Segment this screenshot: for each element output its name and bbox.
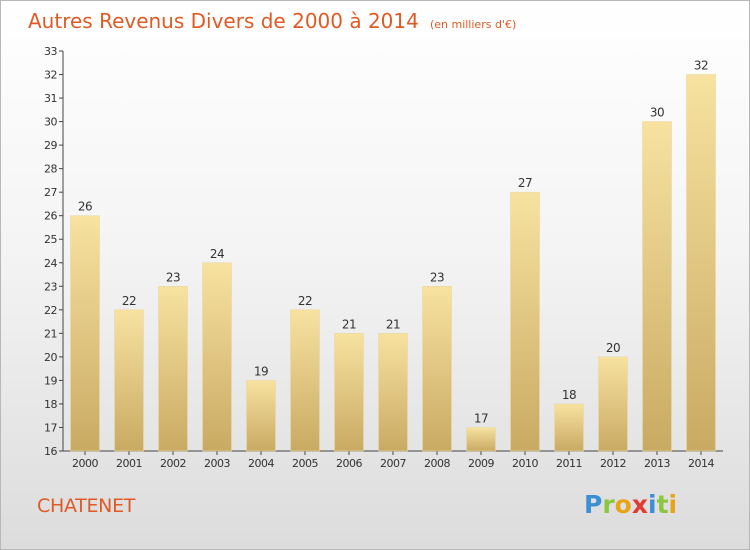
bar-value-label: 17 (474, 411, 488, 425)
y-tick-label: 26 (44, 210, 57, 223)
x-tick-label: 2009 (468, 457, 494, 470)
y-tick-label: 29 (44, 139, 57, 152)
bar-value-label: 23 (430, 270, 444, 284)
y-tick-label: 16 (44, 445, 57, 458)
y-tick-label: 30 (44, 116, 57, 129)
x-tick-label: 2012 (600, 457, 626, 470)
logo-letter: P (584, 490, 603, 519)
x-tick-label: 2004 (248, 457, 274, 470)
bar-value-label: 32 (694, 59, 708, 73)
bar (378, 333, 408, 452)
x-tick-label: 2008 (424, 457, 450, 470)
bar-value-label: 23 (166, 270, 180, 284)
x-tick-label: 2006 (336, 457, 362, 470)
chart-title: Autres Revenus Divers de 2000 à 2014 (en… (28, 9, 516, 33)
bar-value-label: 26 (78, 200, 92, 214)
y-tick-label: 24 (44, 257, 57, 270)
bar (290, 309, 320, 452)
x-tick-label: 2011 (556, 457, 582, 470)
y-tick-label: 25 (44, 233, 57, 246)
logo-letter: i (668, 490, 678, 519)
y-tick-label: 22 (44, 304, 57, 317)
logo-letter: t (656, 490, 669, 519)
bar (334, 333, 364, 452)
logo-letter: o (614, 490, 632, 519)
y-tick-label: 18 (44, 398, 57, 411)
x-tick-label: 2010 (512, 457, 538, 470)
y-tick-label: 17 (44, 421, 57, 434)
bar (246, 380, 276, 452)
bar-value-label: 19 (254, 364, 268, 378)
bar-value-label: 21 (342, 317, 356, 331)
bar-value-label: 22 (122, 294, 136, 308)
bar (422, 285, 452, 452)
logo-letter: r (602, 490, 615, 519)
bar (554, 403, 584, 452)
x-tick-label: 2001 (116, 457, 142, 470)
bar-value-label: 18 (562, 388, 576, 402)
proxiti-logo: Proxiti (584, 490, 677, 519)
bar (510, 191, 540, 452)
bar (158, 285, 188, 452)
commune-name: CHATENET (37, 495, 136, 517)
bar (70, 215, 100, 452)
y-tick-label: 27 (44, 186, 57, 199)
bar (598, 356, 628, 452)
y-tick-label: 32 (44, 69, 57, 82)
chart-title-text: Autres Revenus Divers de 2000 à 2014 (28, 9, 419, 33)
bar (202, 262, 232, 452)
y-tick-label: 31 (44, 92, 57, 105)
bar-value-label: 27 (518, 176, 532, 190)
y-tick-label: 33 (44, 45, 57, 58)
bar (686, 74, 716, 452)
y-tick-label: 21 (44, 327, 57, 340)
y-tick-label: 28 (44, 163, 57, 176)
bar (642, 121, 672, 452)
x-tick-label: 2005 (292, 457, 318, 470)
x-tick-label: 2003 (204, 457, 230, 470)
y-tick-label: 23 (44, 280, 57, 293)
x-tick-label: 2000 (72, 457, 98, 470)
y-axis: 16 17 18 19 20 21 22 23 24 25 26 27 28 29 30 31 32 33 (44, 45, 64, 458)
x-tick-label: 2013 (644, 457, 670, 470)
bar-value-label: 22 (298, 294, 312, 308)
bar (466, 427, 496, 452)
bar-value-label: 24 (210, 247, 224, 261)
x-axis: 2000 2001 2002 2003 2004 2005 2006 2007 2008 2009… (63, 450, 723, 470)
bar-value-label: 30 (650, 106, 664, 120)
logo-letter: i (648, 490, 657, 519)
bar-value-label: 21 (386, 317, 400, 331)
bars: 26 22 23 24 19 22 21 21 23 17 27 18 20 30 32 (70, 59, 716, 452)
logo-letter: x (631, 490, 648, 519)
x-tick-label: 2007 (380, 457, 406, 470)
y-tick-label: 20 (44, 351, 57, 364)
y-tick-label: 19 (44, 374, 57, 387)
x-tick-label: 2002 (160, 457, 186, 470)
chart-unit-note: (en milliers d'€) (429, 18, 517, 31)
x-tick-label: 2014 (688, 457, 714, 470)
bar-value-label: 20 (606, 341, 620, 355)
bar (114, 309, 144, 452)
